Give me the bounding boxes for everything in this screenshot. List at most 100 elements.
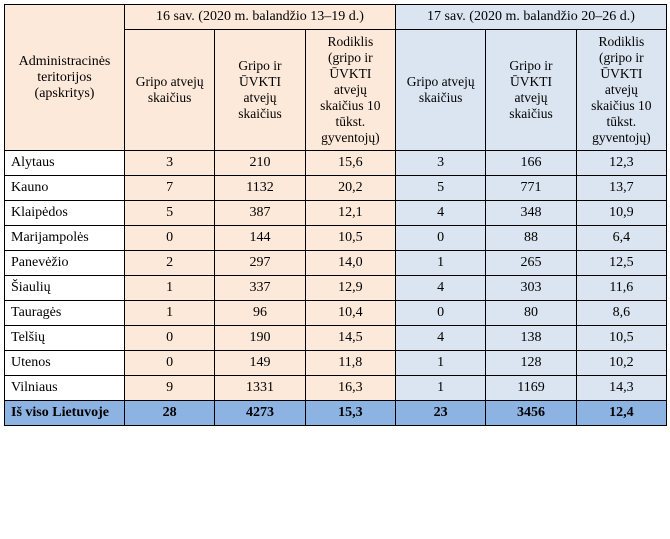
cell-w17: 3	[396, 151, 486, 176]
cell-w17: 166	[486, 151, 576, 176]
table-body: Alytaus321015,6316612,3Kauno7113220,2577…	[5, 151, 667, 426]
cell-w17: 13,7	[576, 176, 666, 201]
cell-w17: 1169	[486, 376, 576, 401]
cell-w17: 4	[396, 326, 486, 351]
cell-w16: 14,5	[305, 326, 395, 351]
table-row: Šiaulių133712,9430311,6	[5, 276, 667, 301]
cell-w16: 337	[215, 276, 305, 301]
cell-w17: 4	[396, 276, 486, 301]
cell-w16: 5	[125, 201, 215, 226]
table-row: Panevėžio229714,0126512,5	[5, 251, 667, 276]
cell-w16: 10,4	[305, 301, 395, 326]
sub-header-2-1: Gripo atvejų skaičius	[396, 30, 486, 151]
cell-w17: 138	[486, 326, 576, 351]
cell-w17: 265	[486, 251, 576, 276]
table-row: Telšių019014,5413810,5	[5, 326, 667, 351]
row-label: Telšių	[5, 326, 125, 351]
cell-w17: 0	[396, 226, 486, 251]
total-row: Iš viso Lietuvoje28427315,323345612,4	[5, 401, 667, 426]
cell-w16: 9	[125, 376, 215, 401]
cell-w17: 1	[396, 376, 486, 401]
cell-w17: 12,3	[576, 151, 666, 176]
sub-header-1-3: Rodiklis (gripo ir ŪVKTI atvejų skaičius…	[305, 30, 395, 151]
table-row: Utenos014911,8112810,2	[5, 351, 667, 376]
total-cell-w16: 28	[125, 401, 215, 426]
cell-w17: 303	[486, 276, 576, 301]
row-label: Marijampolės	[5, 226, 125, 251]
sub-header-1-1: Gripo atvejų skaičius	[125, 30, 215, 151]
cell-w16: 0	[125, 351, 215, 376]
cell-w17: 14,3	[576, 376, 666, 401]
cell-w16: 210	[215, 151, 305, 176]
cell-w17: 5	[396, 176, 486, 201]
row-header-title: Administracinės teritorijos (apskritys)	[5, 5, 125, 151]
cell-w17: 10,5	[576, 326, 666, 351]
table-row: Alytaus321015,6316612,3	[5, 151, 667, 176]
total-cell-w17: 23	[396, 401, 486, 426]
cell-w16: 1331	[215, 376, 305, 401]
total-label: Iš viso Lietuvoje	[5, 401, 125, 426]
table-row: Klaipėdos538712,1434810,9	[5, 201, 667, 226]
row-label: Utenos	[5, 351, 125, 376]
cell-w16: 149	[215, 351, 305, 376]
cell-w16: 1	[125, 301, 215, 326]
table-row: Tauragės19610,40808,6	[5, 301, 667, 326]
cell-w17: 0	[396, 301, 486, 326]
row-label: Tauragės	[5, 301, 125, 326]
total-cell-w16: 4273	[215, 401, 305, 426]
cell-w17: 80	[486, 301, 576, 326]
cell-w16: 14,0	[305, 251, 395, 276]
table-header: Administracinės teritorijos (apskritys) …	[5, 5, 667, 151]
cell-w17: 128	[486, 351, 576, 376]
cell-w16: 1132	[215, 176, 305, 201]
cell-w17: 771	[486, 176, 576, 201]
cell-w16: 1	[125, 276, 215, 301]
cell-w16: 7	[125, 176, 215, 201]
row-label: Šiaulių	[5, 276, 125, 301]
cell-w17: 10,9	[576, 201, 666, 226]
cell-w17: 88	[486, 226, 576, 251]
row-label: Kauno	[5, 176, 125, 201]
cell-w17: 1	[396, 251, 486, 276]
cell-w16: 144	[215, 226, 305, 251]
cell-w16: 0	[125, 326, 215, 351]
cell-w17: 1	[396, 351, 486, 376]
group-header-2: 17 sav. (2020 m. balandžio 20–26 d.)	[396, 5, 667, 30]
row-label: Vilniaus	[5, 376, 125, 401]
cell-w16: 96	[215, 301, 305, 326]
cell-w16: 3	[125, 151, 215, 176]
total-cell-w17: 12,4	[576, 401, 666, 426]
sub-header-2-3: Rodiklis (gripo ir ŪVKTI atvejų skaičius…	[576, 30, 666, 151]
cell-w16: 20,2	[305, 176, 395, 201]
cell-w17: 12,5	[576, 251, 666, 276]
cell-w17: 10,2	[576, 351, 666, 376]
data-table: Administracinės teritorijos (apskritys) …	[4, 4, 667, 426]
cell-w16: 15,6	[305, 151, 395, 176]
cell-w16: 2	[125, 251, 215, 276]
cell-w16: 387	[215, 201, 305, 226]
total-cell-w17: 3456	[486, 401, 576, 426]
cell-w16: 12,9	[305, 276, 395, 301]
table-row: Vilniaus9133116,31116914,3	[5, 376, 667, 401]
cell-w17: 8,6	[576, 301, 666, 326]
cell-w16: 297	[215, 251, 305, 276]
cell-w16: 10,5	[305, 226, 395, 251]
table-row: Kauno7113220,2577113,7	[5, 176, 667, 201]
sub-header-1-2: Gripo ir ŪVKTI atvejų skaičius	[215, 30, 305, 151]
row-label: Alytaus	[5, 151, 125, 176]
row-label: Klaipėdos	[5, 201, 125, 226]
cell-w16: 0	[125, 226, 215, 251]
table-row: Marijampolės014410,50886,4	[5, 226, 667, 251]
cell-w17: 11,6	[576, 276, 666, 301]
cell-w16: 16,3	[305, 376, 395, 401]
sub-header-2-2: Gripo ir ŪVKTI atvejų skaičius	[486, 30, 576, 151]
cell-w16: 12,1	[305, 201, 395, 226]
group-header-1: 16 sav. (2020 m. balandžio 13–19 d.)	[125, 5, 396, 30]
cell-w16: 190	[215, 326, 305, 351]
cell-w17: 4	[396, 201, 486, 226]
row-label: Panevėžio	[5, 251, 125, 276]
cell-w16: 11,8	[305, 351, 395, 376]
total-cell-w16: 15,3	[305, 401, 395, 426]
cell-w17: 348	[486, 201, 576, 226]
cell-w17: 6,4	[576, 226, 666, 251]
